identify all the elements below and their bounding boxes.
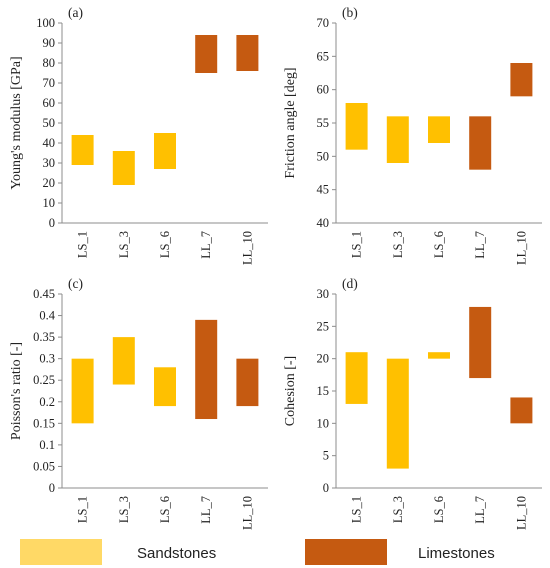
y-tick-label: 20 <box>317 352 330 366</box>
range-bar-ll-10 <box>236 35 259 71</box>
range-bar-ls-6 <box>154 133 176 169</box>
x-tick-label: LL_10 <box>240 231 254 265</box>
y-tick-label: 70 <box>43 76 56 90</box>
y-tick-label: 0 <box>49 481 55 495</box>
y-tick-label: 40 <box>43 136 56 150</box>
y-tick-label: 0.35 <box>33 330 55 344</box>
range-bar-ls-1 <box>71 358 94 424</box>
x-tick-label: LS_1 <box>350 231 364 258</box>
y-tick-label: 0.05 <box>33 459 55 473</box>
legend-swatch-limestones <box>305 539 387 565</box>
range-bar-ll-10 <box>236 358 259 407</box>
legend-swatch-sandstones <box>20 539 102 565</box>
y-tick-label: 25 <box>317 319 330 333</box>
x-tick-label: LS_1 <box>76 496 90 523</box>
y-tick-label: 5 <box>323 449 329 463</box>
range-bar-ls-3 <box>386 116 409 163</box>
y-tick-label: 15 <box>317 384 330 398</box>
x-tick-label: LS_3 <box>117 496 131 523</box>
x-tick-label: LS_1 <box>76 231 90 258</box>
range-bar-ls-3 <box>112 151 135 185</box>
range-bar-ll-10 <box>510 63 533 97</box>
range-bar-ll-7 <box>469 116 492 170</box>
y-axis-label: Cohesion [-] <box>283 356 298 426</box>
y-tick-label: 70 <box>317 16 330 30</box>
x-tick-label: LL_10 <box>514 496 528 530</box>
y-tick-label: 80 <box>43 56 56 70</box>
range-bar-ls-1 <box>345 352 368 404</box>
panel-c: 0 0.05 0.1 0.15 0.2 0.25 0.3 0.35 0.4 0.45 LS_1 LS_… <box>9 276 268 530</box>
y-tick-label: 0.3 <box>39 352 55 366</box>
legend-label-limestones: Limestones <box>418 545 495 562</box>
y-tick-label: 20 <box>43 176 56 190</box>
y-tick-label: 30 <box>43 156 56 170</box>
range-bar-ls-1 <box>71 135 94 165</box>
x-tick-label: LS_1 <box>350 496 364 523</box>
panel-label: (b) <box>342 5 358 20</box>
range-bar-ls-1 <box>345 103 368 150</box>
range-bar-ll-7 <box>195 319 218 420</box>
y-tick-label: 10 <box>317 416 330 430</box>
y-tick-label: 100 <box>36 16 55 30</box>
panel-label: (a) <box>68 5 83 20</box>
panel-d: 0 5 10 15 20 25 30 LS_1 LS_3 LS_6 LL_7 LL_10 (d) Cohe… <box>283 276 542 530</box>
y-tick-label: 0.1 <box>39 438 55 452</box>
range-bar-ls-6 <box>154 367 176 407</box>
panel-a: 0 10 20 30 40 50 60 70 80 90 100 LS_1 LS_3 LS_6 LL_7 LL… <box>9 5 268 265</box>
y-tick-label: 10 <box>43 196 56 210</box>
x-tick-label: LL_7 <box>199 496 213 524</box>
legend-label-sandstones: Sandstones <box>137 545 216 562</box>
x-tick-label: LL_10 <box>240 496 254 530</box>
legend: Sandstones Limestones <box>20 539 495 565</box>
y-tick-label: 30 <box>317 287 330 301</box>
x-tick-label: LS_3 <box>391 496 405 523</box>
y-axis-label: Friction angle [deg] <box>283 67 298 178</box>
range-bar-ll-7 <box>195 35 218 73</box>
panel-label: (d) <box>342 276 358 291</box>
y-axis-label: Young's modulus [GPa] <box>9 56 24 189</box>
y-tick-label: 0.2 <box>39 395 55 409</box>
y-tick-label: 50 <box>317 149 330 163</box>
y-tick-label: 0.4 <box>39 309 55 323</box>
range-bar-ll-7 <box>469 306 492 379</box>
y-tick-label: 40 <box>317 216 330 230</box>
y-tick-label: 45 <box>317 183 330 197</box>
y-tick-label: 60 <box>317 83 330 97</box>
y-tick-label: 90 <box>43 36 56 50</box>
range-bar-ls-3 <box>112 337 135 385</box>
x-tick-label: LL_7 <box>473 231 487 259</box>
x-tick-label: LL_7 <box>199 231 213 259</box>
y-tick-label: 55 <box>317 116 330 130</box>
y-tick-label: 50 <box>43 116 56 130</box>
x-tick-label: LL_7 <box>473 496 487 524</box>
range-bar-ls-6 <box>428 352 450 359</box>
y-tick-label: 0 <box>323 481 329 495</box>
y-tick-label: 60 <box>43 96 56 110</box>
y-tick-label: 0.25 <box>33 373 55 387</box>
x-tick-label: LS_6 <box>158 496 172 523</box>
x-tick-label: LS_6 <box>432 496 446 523</box>
y-axis-label: Poisson's ratio [-] <box>9 342 24 440</box>
x-tick-label: LS_6 <box>158 231 172 258</box>
range-bar-ll-10 <box>510 397 533 424</box>
y-tick-label: 0.45 <box>33 287 55 301</box>
x-tick-label: LS_6 <box>432 231 446 258</box>
x-tick-label: LL_10 <box>514 231 528 265</box>
panel-label: (c) <box>68 276 83 291</box>
range-bar-ls-3 <box>386 358 409 469</box>
y-tick-label: 0.15 <box>33 416 55 430</box>
x-tick-label: LS_3 <box>391 231 405 258</box>
x-tick-label: LS_3 <box>117 231 131 258</box>
y-tick-label: 0 <box>49 216 55 230</box>
range-bar-ls-6 <box>428 116 450 143</box>
y-tick-label: 65 <box>317 49 330 63</box>
panel-b: 40 45 50 55 60 65 70 LS_1 LS_3 LS_6 LL_7 LL_10 (b) Fr… <box>283 5 542 265</box>
